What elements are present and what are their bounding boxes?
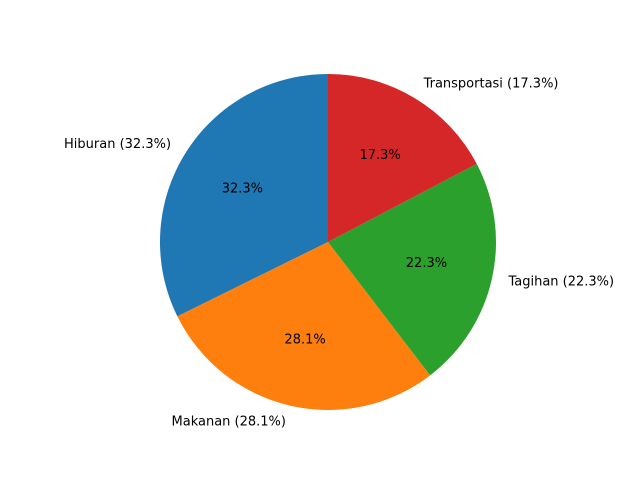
pie-category-label-transportasi: Transportasi (17.3%) [423,76,559,91]
pie-labels: 32.3% Hiburan (32.3%) 28.1% Makanan (28.1%)… [64,76,614,429]
pie-percent-label-hiburan: 32.3% [222,181,263,196]
pie-slice-tagihan [328,163,497,376]
pie-slice-makanan [177,242,431,410]
pie-category-label-tagihan: Tagihan (22.3%) [507,274,614,289]
pie-slice-hiburan [159,74,328,317]
pie-percent-label-tagihan: 22.3% [406,256,447,271]
pie-category-label-hiburan: Hiburan (32.3%) [64,137,171,152]
pie-percent-label-transportasi: 17.3% [359,148,400,163]
pie-percent-label-makanan: 28.1% [284,333,325,348]
pie-slices [159,73,497,410]
pie-category-label-makanan: Makanan (28.1%) [172,414,286,429]
pie-slice-transportasi [328,73,477,242]
